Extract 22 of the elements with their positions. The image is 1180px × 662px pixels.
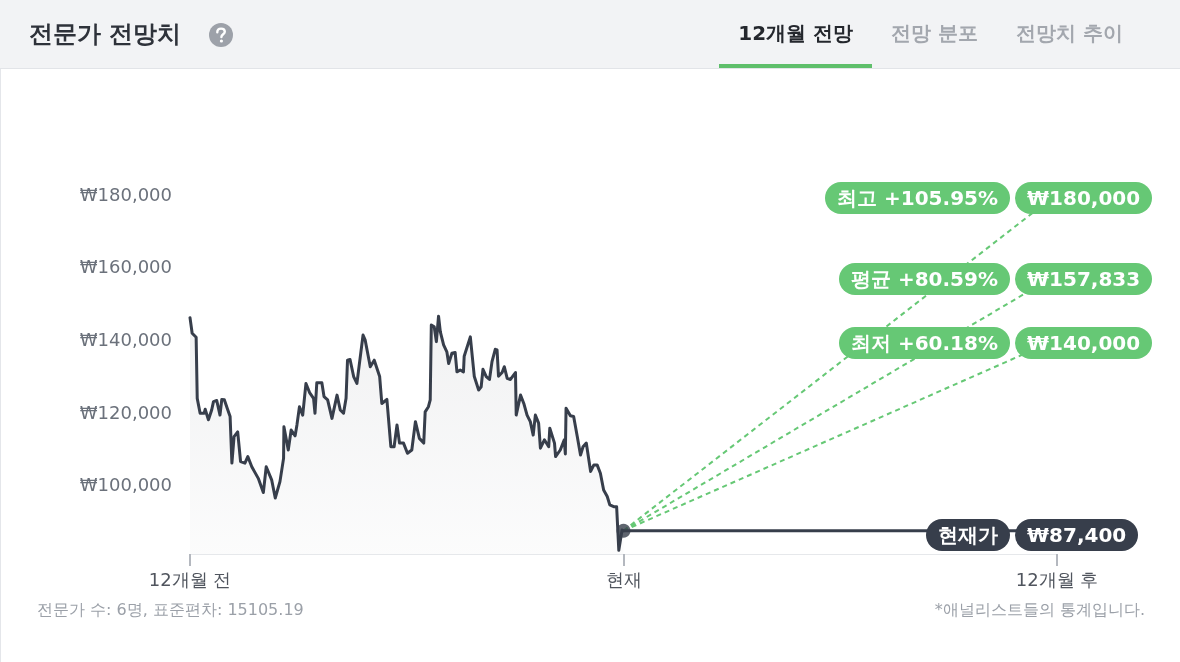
y-tick-label: ₩180,000 — [79, 183, 172, 205]
text: 12개월 전망 — [719, 0, 873, 68]
x-tick-label: 12개월 후 — [1015, 568, 1099, 590]
chart-title: 전문가 전망치 — [29, 19, 182, 50]
text: *애널리스트들의 통계입니다. — [934, 600, 1145, 621]
x-tick-label: 12개월 전 — [148, 568, 232, 590]
y-tick-label: ₩120,000 — [79, 401, 172, 423]
data-label: ₩140,000 — [1015, 327, 1153, 360]
y-tick-label: ₩160,000 — [79, 256, 172, 278]
series-label: 최저 +60.18% — [838, 327, 1010, 360]
x-tick-label: 현재 — [605, 568, 642, 590]
series-label: 평균 +80.59% — [838, 262, 1010, 295]
series-label: 현재가 — [926, 518, 1010, 551]
text: 전문가 수: 6명, 표준편차: 15105.19 — [37, 600, 304, 621]
data-label: ₩180,000 — [1015, 182, 1153, 214]
data-label: ₩87,400 — [1015, 518, 1139, 551]
series-label: 최고 +105.95% — [825, 182, 1010, 214]
data-label: ₩157,833 — [1015, 262, 1153, 295]
y-tick-label: ₩100,000 — [79, 474, 172, 496]
text: 전망 분포 — [890, 20, 980, 47]
text: 전망치 추이 — [1015, 20, 1124, 47]
y-tick-label: ₩140,000 — [79, 328, 172, 350]
